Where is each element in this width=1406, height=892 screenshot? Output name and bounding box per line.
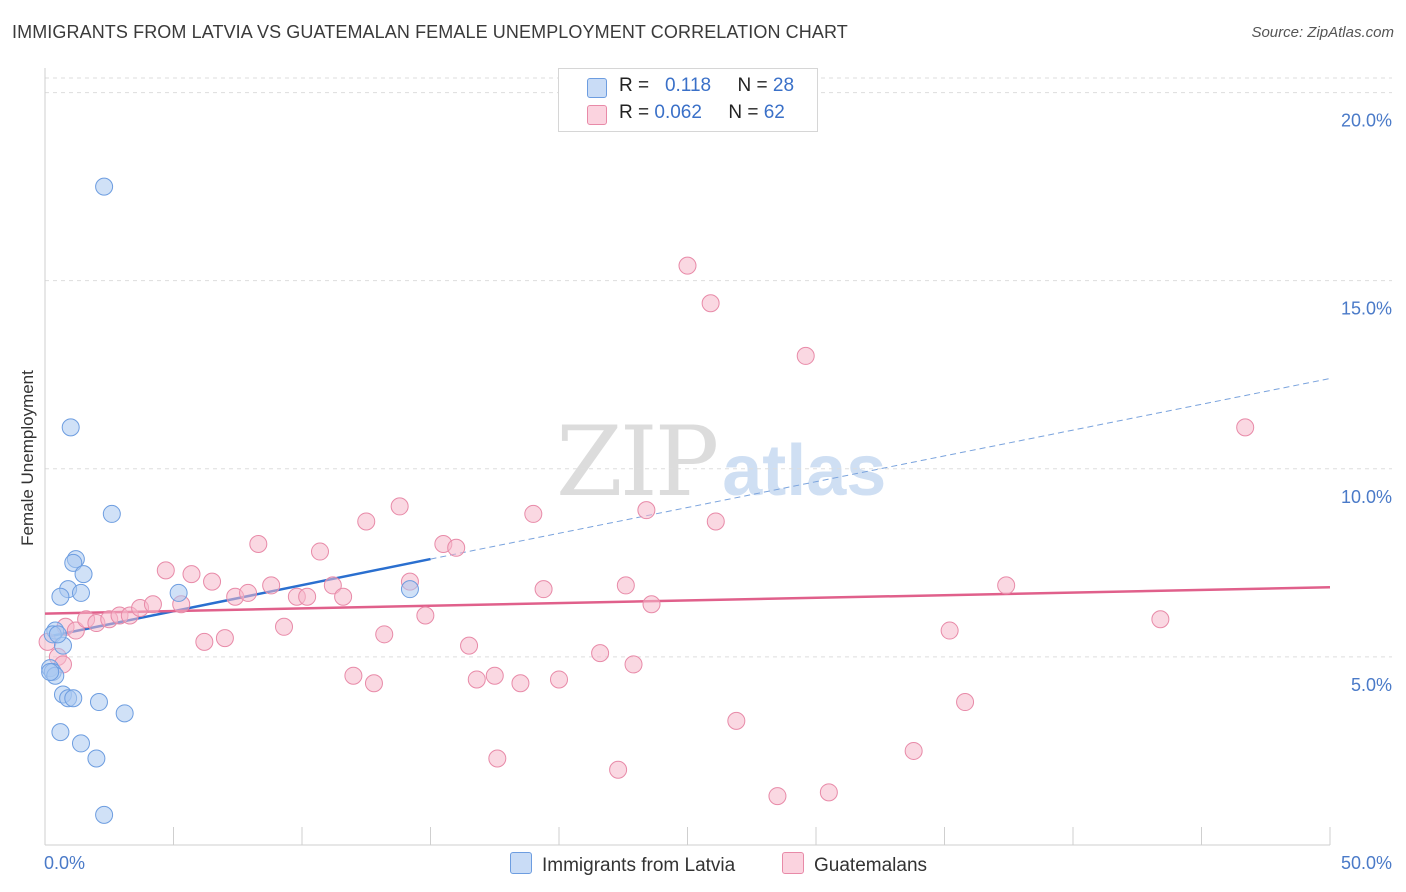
- y-tick-label: 10.0%: [1341, 487, 1392, 507]
- chart-title: IMMIGRANTS FROM LATVIA VS GUATEMALAN FEM…: [12, 22, 848, 42]
- legend-r-value: 0.062: [654, 102, 702, 123]
- point-guatemalans: [416, 606, 435, 625]
- bottom-legend-latvia: Immigrants from Latvia: [510, 852, 735, 877]
- y-tick-label: 5.0%: [1351, 675, 1392, 695]
- point-guatemalans: [298, 587, 317, 606]
- point-guatemalans: [375, 625, 394, 644]
- legend-r-label: R =: [619, 102, 650, 123]
- x-tick-label-min: 0.0%: [44, 853, 85, 873]
- point-latvia: [71, 734, 90, 753]
- point-guatemalans: [66, 621, 85, 640]
- legend-n-label: N =: [728, 102, 759, 123]
- point-guatemalans: [727, 711, 746, 730]
- point-guatemalans: [364, 674, 383, 693]
- point-latvia: [95, 177, 114, 196]
- point-guatemalans: [550, 670, 568, 689]
- point-guatemalans: [334, 587, 353, 606]
- point-guatemalans: [616, 576, 635, 595]
- point-latvia: [64, 689, 83, 708]
- y-tick-label: 15.0%: [1341, 299, 1392, 319]
- point-guatemalans: [275, 617, 294, 636]
- bottom-legend-swatch-latvia: [510, 852, 532, 874]
- point-guatemalans: [488, 749, 507, 768]
- point-guatemalans: [249, 535, 268, 554]
- point-latvia: [115, 704, 134, 723]
- legend-n-value: 62: [763, 102, 785, 123]
- point-guatemalans: [262, 576, 281, 595]
- point-guatemalans: [460, 636, 479, 655]
- legend-n-value: 28: [772, 75, 795, 96]
- point-latvia: [169, 583, 188, 602]
- point-guatemalans: [997, 576, 1016, 595]
- point-latvia: [51, 723, 70, 742]
- point-guatemalans: [156, 561, 175, 580]
- point-guatemalans: [524, 504, 543, 523]
- point-latvia: [71, 583, 90, 602]
- bottom-legend-guatemalans: Guatemalans: [782, 852, 927, 877]
- legend-swatch-guatemalans: [587, 105, 607, 125]
- point-guatemalans: [195, 632, 214, 651]
- point-guatemalans: [768, 787, 787, 806]
- point-guatemalans: [390, 497, 409, 516]
- y-tick-label: 20.0%: [1341, 111, 1392, 131]
- point-latvia: [48, 625, 67, 644]
- legend: R = 0.118 N = 28 R = 0.062 N = 62: [558, 68, 818, 132]
- point-guatemalans: [1151, 610, 1170, 629]
- point-guatemalans: [1236, 418, 1255, 437]
- legend-r-value: 0.118: [664, 75, 712, 96]
- point-guatemalans: [182, 565, 201, 584]
- point-latvia: [102, 504, 121, 523]
- trend-line-guatemalans: [44, 586, 1331, 615]
- point-guatemalans: [511, 674, 530, 693]
- point-guatemalans: [447, 538, 466, 557]
- legend-r-label: R =: [619, 75, 650, 96]
- point-guatemalans: [609, 760, 628, 779]
- trend-line-latvia-extension: [430, 378, 1331, 560]
- bottom-legend-label-guatemalans: Guatemalans: [814, 855, 928, 876]
- point-guatemalans: [310, 542, 329, 561]
- legend-swatch-latvia: [587, 78, 607, 98]
- point-latvia: [87, 749, 106, 768]
- point-guatemalans: [678, 256, 697, 275]
- point-guatemalans: [534, 580, 553, 599]
- point-guatemalans: [956, 693, 975, 712]
- source-label: Source: ZipAtlas.com: [1251, 24, 1394, 41]
- point-guatemalans: [624, 655, 643, 674]
- point-latvia: [41, 662, 60, 681]
- point-latvia: [61, 418, 80, 437]
- grid-lines: [45, 77, 1392, 658]
- point-guatemalans: [940, 621, 959, 640]
- point-guatemalans: [467, 670, 486, 689]
- point-guatemalans: [642, 595, 661, 614]
- point-guatemalans: [215, 629, 234, 648]
- point-latvia: [89, 693, 108, 712]
- point-latvia: [74, 565, 93, 584]
- x-tick-label-max: 50.0%: [1341, 853, 1392, 873]
- point-guatemalans: [203, 572, 222, 591]
- point-guatemalans: [701, 294, 720, 313]
- point-guatemalans: [591, 644, 610, 663]
- axes: [44, 68, 1331, 846]
- bottom-legend-label-latvia: Immigrants from Latvia: [542, 855, 736, 876]
- bottom-legend-swatch-guatemalans: [782, 852, 804, 874]
- point-latvia: [400, 580, 419, 599]
- point-latvia: [51, 587, 70, 606]
- point-latvia: [95, 805, 114, 824]
- point-guatemalans: [344, 666, 363, 685]
- point-guatemalans: [904, 741, 923, 760]
- point-guatemalans: [485, 666, 504, 685]
- legend-n-label: N =: [737, 75, 768, 96]
- point-guatemalans: [796, 346, 815, 365]
- point-guatemalans: [323, 576, 342, 595]
- point-guatemalans: [239, 583, 258, 602]
- point-guatemalans: [819, 783, 838, 802]
- point-guatemalans: [143, 595, 162, 614]
- data-points: [38, 177, 1255, 824]
- tick-labels: 5.0% 10.0% 15.0% 20.0% 0.0% 50.0%: [44, 111, 1392, 873]
- point-guatemalans: [706, 512, 725, 531]
- point-guatemalans: [637, 501, 656, 520]
- point-guatemalans: [357, 512, 376, 531]
- point-latvia: [64, 553, 83, 572]
